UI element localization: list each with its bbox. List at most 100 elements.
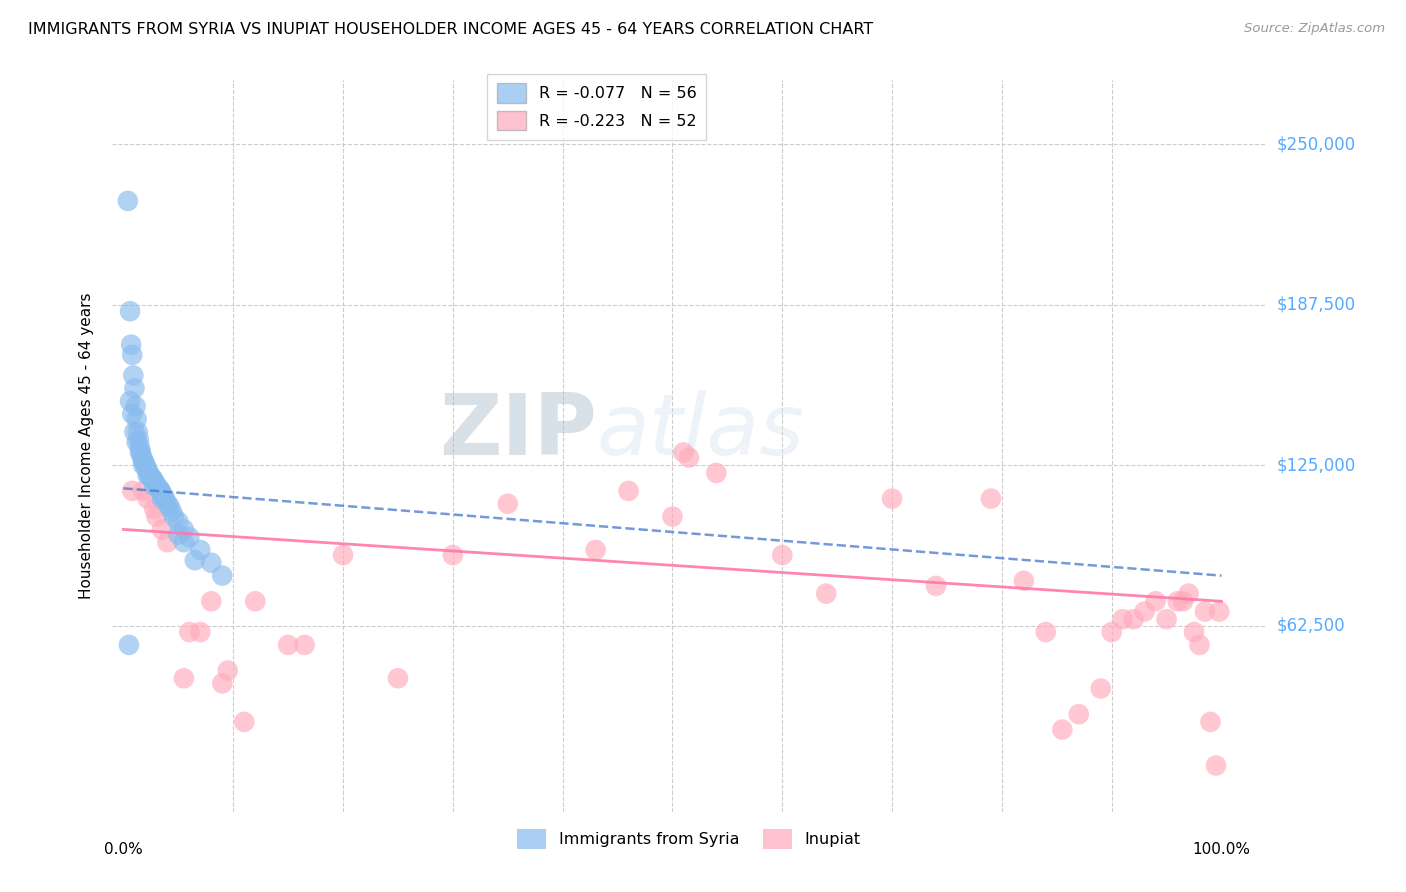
Point [121, 407, 143, 421]
Point [770, 548, 793, 562]
Point [136, 468, 159, 483]
Point [132, 483, 155, 498]
Point [441, 548, 464, 562]
Point [129, 445, 152, 459]
Point [880, 491, 903, 506]
Point [131, 450, 153, 465]
Point [143, 476, 166, 491]
Point [173, 523, 195, 537]
Point [143, 501, 166, 516]
Point [1177, 586, 1199, 600]
Point [156, 497, 179, 511]
Point [121, 483, 143, 498]
Point [387, 671, 409, 685]
Point [1167, 594, 1189, 608]
Point [179, 530, 201, 544]
Point [678, 450, 700, 465]
Point [1188, 638, 1211, 652]
Point [1208, 605, 1230, 619]
Point [1090, 681, 1112, 696]
Point [184, 553, 207, 567]
Point [141, 471, 163, 485]
Point [188, 543, 211, 558]
Point [132, 453, 155, 467]
Point [661, 509, 683, 524]
Point [1111, 612, 1133, 626]
Legend: Immigrants from Syria, Inupiat: Immigrants from Syria, Inupiat [510, 822, 868, 855]
Point [143, 479, 166, 493]
Point [1171, 594, 1194, 608]
Point [120, 337, 142, 351]
Point [163, 509, 186, 524]
Point [200, 556, 222, 570]
Point [617, 483, 640, 498]
Point [139, 468, 162, 483]
Point [145, 509, 167, 524]
Point [153, 491, 176, 506]
Point [125, 435, 148, 450]
Point [1067, 707, 1090, 722]
Point [173, 535, 195, 549]
Point [139, 470, 162, 484]
Point [134, 456, 156, 470]
Point [125, 412, 148, 426]
Point [148, 481, 170, 495]
Point [150, 491, 173, 506]
Point [143, 475, 166, 489]
Point [294, 638, 316, 652]
Point [706, 466, 728, 480]
Point [117, 194, 139, 208]
Point [138, 466, 160, 480]
Point [146, 480, 169, 494]
Text: 0.0%: 0.0% [104, 842, 143, 857]
Point [1101, 625, 1123, 640]
Point [150, 486, 173, 500]
Point [167, 515, 190, 529]
Point [150, 523, 173, 537]
Point [1199, 714, 1222, 729]
Point [152, 489, 174, 503]
Point [233, 714, 256, 729]
Point [188, 625, 211, 640]
Point [129, 445, 152, 459]
Point [118, 304, 141, 318]
Point [1012, 574, 1035, 588]
Point [128, 433, 150, 447]
Text: ZIP: ZIP [439, 390, 596, 473]
Text: $62,500: $62,500 [1277, 616, 1346, 634]
Point [332, 548, 354, 562]
Text: IMMIGRANTS FROM SYRIA VS INUPIAT HOUSEHOLDER INCOME AGES 45 - 64 YEARS CORRELATI: IMMIGRANTS FROM SYRIA VS INUPIAT HOUSEHO… [28, 22, 873, 37]
Point [1133, 605, 1156, 619]
Point [815, 586, 838, 600]
Point [160, 504, 183, 518]
Point [118, 394, 141, 409]
Point [127, 425, 149, 439]
Point [277, 638, 299, 652]
Point [1194, 605, 1216, 619]
Point [1144, 594, 1167, 608]
Point [136, 463, 159, 477]
Y-axis label: Householder Income Ages 45 - 64 years: Householder Income Ages 45 - 64 years [79, 293, 94, 599]
Point [142, 472, 165, 486]
Text: 100.0%: 100.0% [1192, 842, 1250, 857]
Point [156, 535, 179, 549]
Point [167, 527, 190, 541]
Point [179, 625, 201, 640]
Point [134, 458, 156, 473]
Point [129, 440, 152, 454]
Point [211, 568, 233, 582]
Point [1182, 625, 1205, 640]
Point [1052, 723, 1074, 737]
Point [122, 368, 145, 383]
Point [925, 579, 948, 593]
Point [132, 458, 155, 473]
Point [496, 497, 519, 511]
Point [1122, 612, 1144, 626]
Point [1205, 758, 1227, 772]
Point [135, 460, 157, 475]
Point [173, 671, 195, 685]
Point [1035, 625, 1057, 640]
Text: $250,000: $250,000 [1277, 136, 1355, 153]
Point [585, 543, 607, 558]
Point [1156, 612, 1178, 626]
